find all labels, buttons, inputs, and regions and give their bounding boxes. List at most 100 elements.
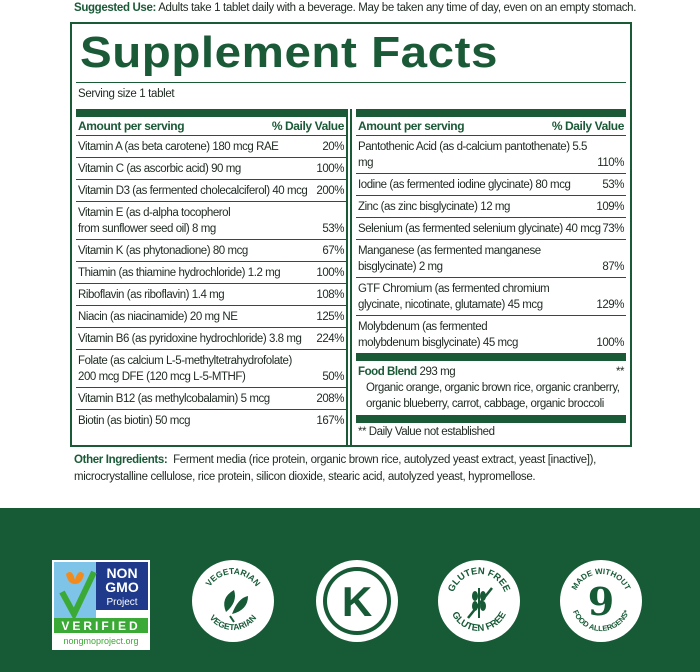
nutrient-dv: 67% bbox=[322, 245, 344, 257]
nutrient-dv: 125% bbox=[316, 311, 344, 323]
nutrient-name: Selenium (as fermented selenium glycinat… bbox=[358, 223, 601, 235]
vegetarian-badge: VEGETARIAN VEGETARIAN bbox=[192, 560, 274, 642]
nutrient-dv: 20% bbox=[322, 141, 344, 153]
nutrient-row: Riboflavin (as riboflavin) 1.4 mg 108% bbox=[76, 284, 346, 306]
nutrient-dv: 109% bbox=[596, 201, 624, 213]
nutrient-dv: 87% bbox=[602, 261, 624, 273]
nutrient-row: Vitamin B6 (as pyridoxine hydrochloride)… bbox=[76, 328, 346, 350]
nutrient-name: Niacin (as niacinamide) 20 mg NE bbox=[78, 311, 238, 323]
nutrient-dv: 167% bbox=[316, 415, 344, 427]
nutrient-row: Thiamin (as thiamine hydrochloride) 1.2 … bbox=[76, 262, 346, 284]
panel-title: Supplement Facts bbox=[80, 28, 498, 77]
wheat-crossed-icon bbox=[467, 587, 493, 619]
nutrient-name: Folate (as calcium L-5-methyltetrahydrof… bbox=[78, 355, 292, 383]
non-gmo-url: nongmoproject.org bbox=[63, 636, 138, 646]
food-blend-amount: 293 mg bbox=[419, 366, 456, 378]
thick-bar bbox=[356, 353, 626, 361]
nutrient-row: Folate (as calcium L-5-methyltetrahydrof… bbox=[76, 350, 346, 388]
nutrient-dv: 208% bbox=[316, 393, 344, 405]
vegetarian-top-text: VEGETARIAN bbox=[203, 566, 262, 588]
nutrient-row: Vitamin B12 (as methylcobalamin) 5 mcg 20… bbox=[76, 388, 346, 410]
other-ingredients-text: Ferment media (rice protein, organic bro… bbox=[74, 454, 596, 483]
certification-footer: NON GMO Project VERIFIED nongmoproject.o… bbox=[0, 508, 700, 672]
nutrient-name: Vitamin K (as phytonadione) 80 mcg bbox=[78, 245, 248, 257]
gluten-free-badge: GLUTEN FREE GLUTEN FREE bbox=[438, 560, 520, 642]
nutrient-row: Pantothenic Acid (as d-calcium pantothen… bbox=[356, 136, 626, 174]
nutrient-dv: 200% bbox=[316, 185, 344, 197]
thick-bar bbox=[356, 109, 626, 117]
dv-header: % Daily Value bbox=[271, 119, 345, 133]
nutrient-dv: 100% bbox=[316, 267, 344, 279]
verified-text: VERIFIED bbox=[61, 619, 140, 633]
nutrient-name: Iodine (as fermented iodine glycinate) 8… bbox=[358, 179, 571, 191]
non-gmo-line1: NON bbox=[106, 565, 137, 581]
column-divider bbox=[346, 109, 352, 447]
column-header: Amount per serving % Daily Value bbox=[356, 117, 626, 136]
nutrient-dv: 50% bbox=[322, 371, 344, 383]
kosher-badge: K bbox=[316, 560, 398, 642]
left-column: Amount per serving % Daily Value Vitamin … bbox=[76, 109, 346, 431]
food-blend-label: Food Blend bbox=[358, 366, 417, 378]
nutrient-name: Vitamin D3 (as fermented cholecalciferol… bbox=[78, 185, 308, 197]
nutrient-dv: 73% bbox=[602, 223, 624, 235]
nutrient-dv: 129% bbox=[596, 299, 624, 311]
nutrient-name: Riboflavin (as riboflavin) 1.4 mg bbox=[78, 289, 225, 301]
nutrient-name: Vitamin B12 (as methylcobalamin) 5 mcg bbox=[78, 393, 270, 405]
divider bbox=[76, 82, 626, 83]
leaf-icon bbox=[224, 590, 248, 623]
footnote: ** Daily Value not established bbox=[358, 426, 495, 438]
nutrient-name: GTF Chromium (as fermented chromium glyc… bbox=[358, 283, 550, 311]
nutrient-row: Zinc (as zinc bisglycinate) 12 mg 109% bbox=[356, 196, 626, 218]
nutrient-dv: 110% bbox=[597, 157, 624, 169]
nutrient-dv: 100% bbox=[316, 163, 344, 175]
nutrient-name: Thiamin (as thiamine hydrochloride) 1.2 … bbox=[78, 267, 281, 279]
thick-bar bbox=[76, 109, 346, 117]
butterfly-icon bbox=[66, 572, 84, 584]
suggested-use-label: Suggested Use: bbox=[74, 2, 157, 14]
nutrient-row: GTF Chromium (as fermented chromium glyc… bbox=[356, 278, 626, 316]
nutrient-dv: 53% bbox=[322, 223, 344, 235]
food-blend: Food Blend 293 mg ** Organic orange, orga… bbox=[356, 361, 626, 415]
nutrient-row: Biotin (as biotin) 50 mcg 167% bbox=[76, 410, 346, 431]
amount-header: Amount per serving bbox=[78, 119, 185, 133]
food-blend-ingredients: Organic orange, organic brown rice, orga… bbox=[366, 382, 620, 410]
nutrient-name: Manganese (as fermented manganese bisgly… bbox=[358, 245, 541, 273]
nutrient-dv: 100% bbox=[596, 337, 624, 349]
nutrient-row: Vitamin A (as beta carotene) 180 mcg RAE… bbox=[76, 136, 346, 158]
nutrient-name: Vitamin C (as ascorbic acid) 90 mg bbox=[78, 163, 241, 175]
allergen-free-badge: MADE WITHOUT FOOD ALLERGENS* 9 bbox=[560, 560, 642, 642]
vegetarian-bottom-text: VEGETARIAN bbox=[208, 613, 258, 633]
right-column: Amount per serving % Daily Value Pantothe… bbox=[356, 109, 626, 441]
nutrient-dv: 53% bbox=[602, 179, 624, 191]
nutrient-row: Molybdenum (as fermented molybdenum bisg… bbox=[356, 316, 626, 353]
other-ingredients-label: Other Ingredients: bbox=[74, 454, 168, 466]
nutrient-name: Biotin (as biotin) 50 mcg bbox=[78, 415, 191, 427]
other-ingredients: Other Ingredients: Ferment media (rice p… bbox=[74, 452, 644, 486]
allergens-number: 9 bbox=[588, 579, 614, 624]
svg-text:VEGETARIAN: VEGETARIAN bbox=[203, 566, 262, 588]
svg-text:VEGETARIAN: VEGETARIAN bbox=[208, 613, 258, 633]
nutrient-name: Vitamin A (as beta carotene) 180 mcg RAE bbox=[78, 141, 279, 153]
nutrient-row: Vitamin D3 (as fermented cholecalciferol… bbox=[76, 180, 346, 202]
non-gmo-line2: GMO bbox=[105, 579, 139, 595]
nutrient-row: Iodine (as fermented iodine glycinate) 8… bbox=[356, 174, 626, 196]
food-blend-dv: ** bbox=[615, 366, 625, 378]
dv-header: % Daily Value bbox=[551, 119, 625, 133]
nutrient-name: Molybdenum (as fermented molybdenum bisg… bbox=[358, 321, 518, 349]
nutrient-row: Selenium (as fermented selenium glycinat… bbox=[356, 218, 626, 240]
nutrient-name: Zinc (as zinc bisglycinate) 12 mg bbox=[358, 201, 510, 213]
supplement-facts-panel: Supplement Facts Serving size 1 tablet A… bbox=[70, 22, 632, 447]
nutrient-dv: 108% bbox=[316, 289, 344, 301]
suggested-use: Suggested Use: Adults take 1 tablet dail… bbox=[74, 2, 636, 14]
nutrient-row: Manganese (as fermented manganese bisgly… bbox=[356, 240, 626, 278]
thick-bar bbox=[356, 415, 626, 423]
nutrient-row: Niacin (as niacinamide) 20 mg NE 125% bbox=[76, 306, 346, 328]
nutrient-row: Vitamin C (as ascorbic acid) 90 mg 100% bbox=[76, 158, 346, 180]
serving-size: Serving size 1 tablet bbox=[78, 88, 175, 100]
nutrient-name: Pantothenic Acid (as d-calcium pantothen… bbox=[358, 141, 587, 169]
nutrient-row: Vitamin K (as phytonadione) 80 mcg 67% bbox=[76, 240, 346, 262]
nutrient-name: Vitamin B6 (as pyridoxine hydrochloride)… bbox=[78, 333, 302, 345]
kosher-k-icon: K bbox=[342, 578, 372, 625]
nutrient-row: Vitamin E (as d-alpha tocopherol from su… bbox=[76, 202, 346, 240]
non-gmo-badge: NON GMO Project VERIFIED nongmoproject.o… bbox=[52, 560, 150, 650]
